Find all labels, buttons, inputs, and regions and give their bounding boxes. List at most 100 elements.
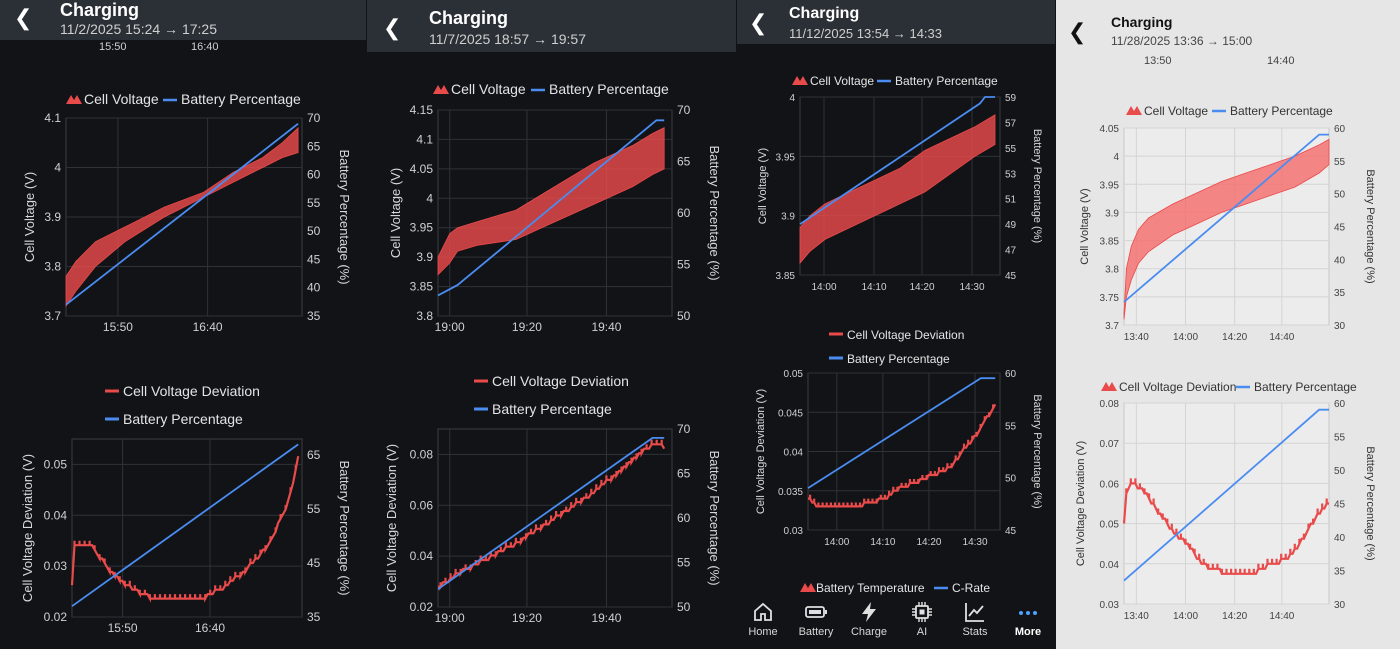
x-tick-label: 13:40 [1124,611,1149,621]
nav-battery[interactable]: Battery [790,596,842,649]
y2-tick-label: 65 [677,467,691,481]
battery-icon [805,606,827,618]
y-tick-label: 4.05 [410,162,434,176]
x-tick-label: 14:20 [909,282,934,293]
bottom-legend: Battery Temperature C-Rate [800,581,990,595]
y-axis-label: Cell Voltage Deviation (V) [1075,441,1087,566]
y2-tick-label: 50 [1334,190,1346,201]
bottom-navigation: Home Battery Charge AI Stats M [737,596,1055,649]
x-tick-label: 15:50 [103,320,133,334]
top-tick-label: 15:50 [99,41,127,53]
panel-title: Charging [60,0,139,20]
x-tick-label: 14:40 [1269,332,1294,343]
y2-tick-label: 47 [1005,246,1017,257]
x-tick-label: 14:20 [1222,611,1247,621]
back-arrow-icon[interactable]: ❮ [1068,19,1087,44]
y2-tick-label: 50 [1005,474,1017,485]
lightning-icon [862,602,876,622]
nav-label: Home [748,626,778,638]
back-arrow-icon[interactable]: ❮ [14,5,33,30]
x-tick-label: 14:00 [824,537,849,547]
y-tick-label: 0.06 [410,498,434,512]
y2-tick-label: 60 [677,511,691,525]
x-tick-label: 15:50 [108,621,138,635]
y2-tick-label: 40 [307,281,321,295]
y-tick-label: 4.1 [416,132,433,146]
y2-axis-label: Battery Percentage (%) [707,145,722,280]
y2-tick-label: 60 [1005,369,1017,380]
y-tick-label: 0.045 [778,408,803,419]
y2-axis-label: Battery Percentage (%) [1031,394,1043,508]
y2-axis-label: Battery Percentage (%) [707,450,722,585]
chip-icon [912,602,932,622]
legend-label: Battery Percentage [123,411,243,427]
back-arrow-icon[interactable]: ❮ [749,10,768,35]
cell-voltage-band [1123,138,1330,320]
cell-voltage-deviation-line [438,439,666,591]
panel-date-range: 11/2/2025 15:24 → 17:25 [60,21,217,37]
nav-home[interactable]: Home [737,596,789,649]
legend-swatch-icon [792,76,808,85]
y-tick-label: 3.85 [410,280,434,294]
x-tick-label: 19:20 [512,611,542,625]
battery-percentage-line [1123,133,1329,303]
nav-stats[interactable]: Stats [949,596,1001,649]
back-arrow-icon[interactable]: ❮ [383,15,402,40]
y-tick-label: 3.95 [1100,180,1120,191]
y2-tick-label: 65 [307,448,321,462]
y2-tick-label: 55 [1334,433,1346,444]
x-tick-label: 14:20 [916,537,941,547]
y2-tick-label: 55 [307,502,321,516]
battery-percentage-line [65,122,299,306]
y2-tick-label: 35 [307,309,321,323]
y-tick-label: 3.9 [416,250,433,264]
legend-label: C-Rate [952,581,990,595]
x-tick-label: 14:00 [811,282,836,293]
y2-tick-label: 60 [1334,124,1346,135]
legend-label: Cell Voltage Deviation [1119,380,1236,394]
y-tick-label: 3.9 [1105,208,1119,219]
cell-voltage-deviation-chart: 0.08 0.06 0.04 0.02 70 65 60 55 50 19:00 19:20 19:4… [384,373,722,625]
y-tick-label: 0.035 [778,487,803,498]
y-tick-label: 4 [789,93,795,104]
y-tick-label: 0.04 [44,508,68,522]
y2-tick-label: 45 [1334,223,1346,234]
nav-ai[interactable]: AI [896,596,948,649]
y2-tick-label: 30 [1334,600,1346,611]
x-tick-label: 19:00 [435,320,465,332]
top-tick-label: 16:40 [191,41,219,53]
legend-swatch-icon [1126,106,1142,115]
cell-voltage-chart: 4 3.95 3.9 3.85 59 57 55 53 51 49 47 45 14:00 14:10 14… [757,74,1043,293]
nav-label: AI [916,626,928,638]
y2-tick-label: 40 [1334,533,1346,544]
y2-tick-label: 35 [307,610,321,624]
y2-tick-label: 50 [677,600,691,614]
y2-tick-label: 60 [677,206,691,220]
battery-percentage-line [437,119,665,297]
y-tick-label: 3.85 [1100,237,1120,248]
y2-tick-label: 50 [1334,466,1346,477]
legend-label: Cell Voltage Deviation [492,373,629,389]
nav-more[interactable]: More [1002,596,1054,649]
legend-label: Battery Temperature [816,581,925,595]
y2-tick-label: 51 [1005,195,1017,206]
x-tick-label: 14:20 [1222,332,1247,343]
y2-tick-label: 45 [307,252,321,266]
cell-voltage-chart: 4.15 4.1 4.05 4 3.95 3.9 3.85 3.8 70 65 60 55 50 19:0… [388,81,722,332]
more-icon [1019,611,1037,615]
nav-charge[interactable]: Charge [843,596,895,649]
y2-tick-label: 65 [307,139,321,153]
y2-tick-label: 50 [307,224,321,238]
legend-label: Battery Percentage [1254,380,1357,394]
y2-tick-label: 55 [1005,144,1017,155]
nav-label: Stats [962,626,988,638]
legend-label: Cell Voltage [1144,104,1208,118]
legend-label: Battery Percentage [895,74,998,88]
y-tick-label: 3.85 [776,271,796,282]
cell-voltage-deviation-chart: 0.08 0.07 0.06 0.05 0.04 0.03 60 55 50 45 40 35 30 13… [1075,380,1376,621]
y2-axis-label: Battery Percentage (%) [1364,446,1376,560]
charging-panel-2: ❮ Charging 11/7/2025 18:57 → 19:57 4.15 4… [367,0,736,649]
y-tick-label: 3.7 [44,309,61,323]
panel-date-range: 11/7/2025 18:57 → 19:57 [429,31,586,47]
x-tick-label: 19:20 [512,320,542,332]
